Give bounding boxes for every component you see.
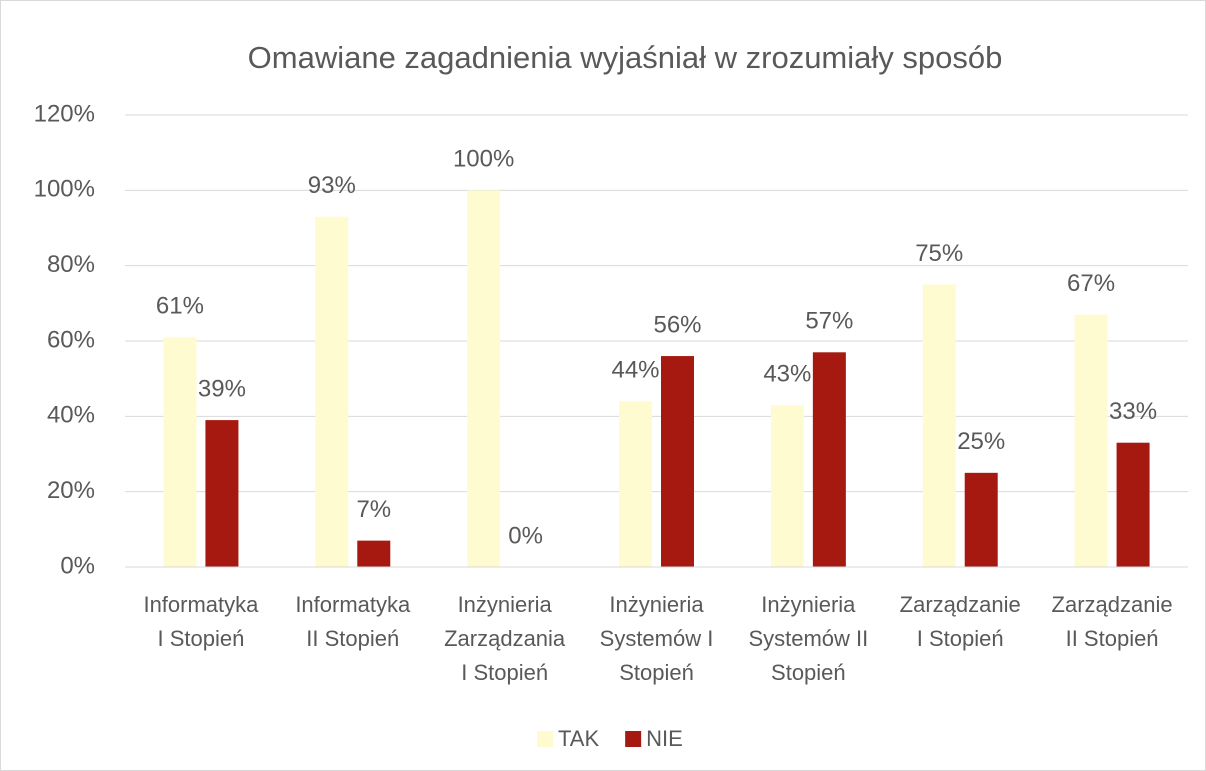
bar	[1074, 314, 1108, 567]
bar	[964, 472, 998, 567]
data-label: 44%	[611, 357, 659, 384]
y-tick-label: 20%	[47, 477, 95, 504]
x-tick-label: II Stopień	[1066, 626, 1159, 651]
y-tick-label: 100%	[34, 176, 95, 203]
x-tick-label: I Stopień	[158, 626, 245, 651]
bar	[922, 284, 956, 567]
data-label: 39%	[198, 375, 246, 402]
bar	[619, 401, 652, 567]
data-label: 93%	[308, 172, 356, 199]
data-label: 56%	[653, 311, 701, 338]
data-label: 43%	[763, 360, 811, 387]
y-tick-label: 60%	[47, 326, 95, 353]
bar	[163, 337, 197, 567]
bar	[1116, 442, 1150, 567]
data-label: 67%	[1067, 270, 1115, 297]
x-tick-label: Stopień	[771, 660, 846, 685]
bar	[315, 216, 349, 567]
data-label: 75%	[915, 240, 963, 267]
x-tick-label: Informatyka	[295, 592, 411, 617]
x-tick-label: I Stopień	[461, 660, 548, 685]
x-tick-label: Inżynieria	[458, 592, 553, 617]
x-tick-label: II Stopień	[306, 626, 399, 651]
x-tick-label: Systemów II	[748, 626, 868, 651]
data-label: 7%	[356, 496, 391, 523]
legend-swatch	[537, 731, 553, 747]
x-tick-label: Inżynieria	[609, 592, 704, 617]
bar	[205, 420, 239, 567]
legend-label: NIE	[646, 726, 683, 751]
bar	[357, 540, 391, 567]
data-label: 25%	[957, 428, 1005, 455]
data-label: 57%	[805, 308, 853, 335]
x-tick-label: Stopień	[619, 660, 694, 685]
x-tick-label: Zarządzanie	[900, 592, 1021, 617]
x-tick-label: Zarządzania	[444, 626, 566, 651]
x-tick-label: Zarządzanie	[1052, 592, 1173, 617]
x-tick-label: Inżynieria	[761, 592, 856, 617]
y-tick-label: 0%	[60, 552, 95, 579]
data-label: 61%	[156, 293, 204, 320]
y-tick-label: 120%	[34, 100, 95, 127]
y-tick-label: 80%	[47, 251, 95, 278]
bar	[661, 356, 694, 567]
data-label: 100%	[453, 146, 514, 173]
legend-swatch	[625, 731, 642, 747]
x-tick-label: Informatyka	[143, 592, 259, 617]
bar	[812, 352, 846, 567]
x-tick-label: I Stopień	[917, 626, 1004, 651]
x-tick-label: Systemów I	[600, 626, 714, 651]
y-tick-label: 40%	[47, 402, 95, 429]
bar	[770, 405, 804, 567]
chart-title: Omawiane zagadnienia wyjaśniał w zrozumi…	[248, 40, 1003, 75]
data-label: 33%	[1109, 398, 1157, 425]
legend-label: TAK	[558, 726, 599, 751]
bar	[467, 190, 501, 568]
data-label: 0%	[508, 522, 543, 549]
